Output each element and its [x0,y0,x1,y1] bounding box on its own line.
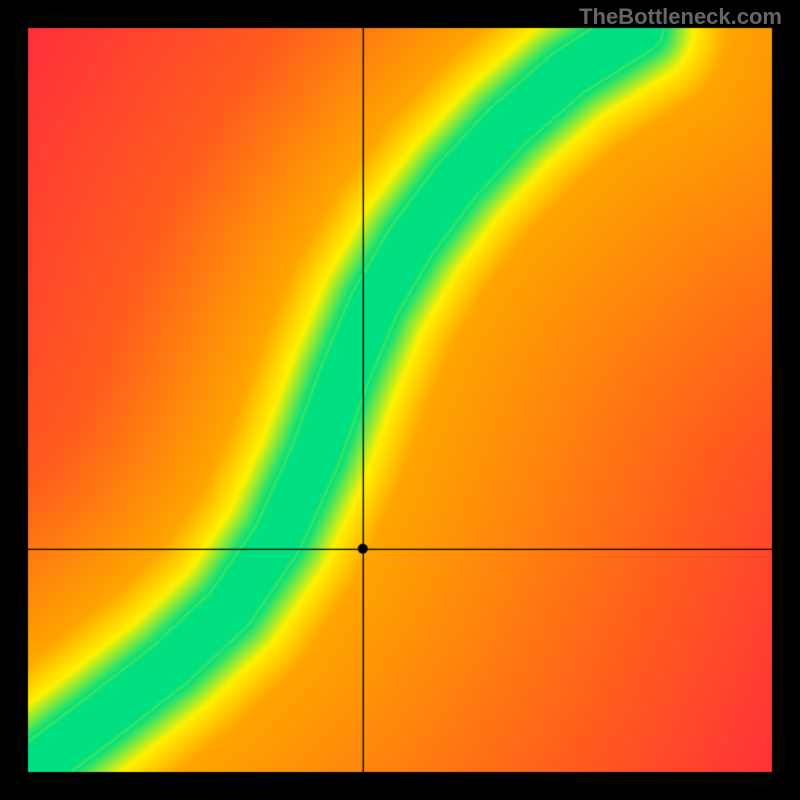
heatmap-canvas [0,0,800,800]
watermark-text: TheBottleneck.com [579,4,782,30]
